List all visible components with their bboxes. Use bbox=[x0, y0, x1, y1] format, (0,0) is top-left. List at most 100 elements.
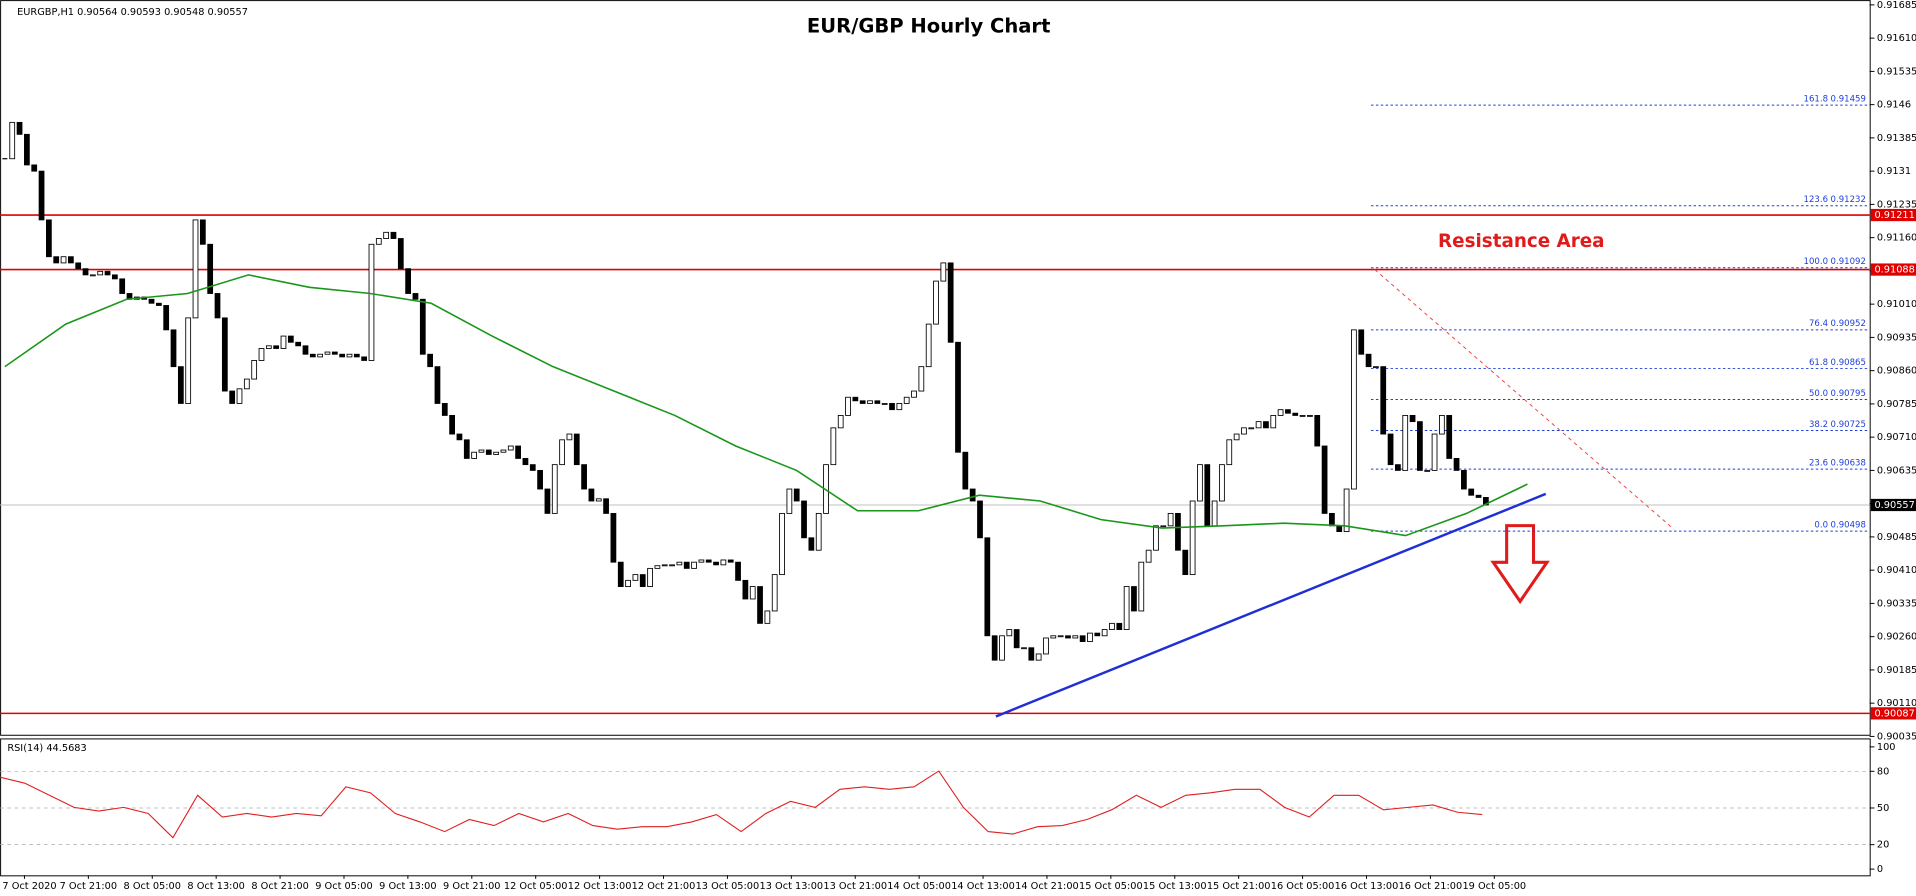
candle-body bbox=[441, 403, 448, 416]
candle-body bbox=[119, 278, 126, 294]
last-price-label: 0.90557 bbox=[1874, 500, 1914, 511]
x-tick-label: 15 Oct 05:00 bbox=[1079, 881, 1143, 892]
candle-body bbox=[456, 433, 463, 441]
candle-body bbox=[1409, 415, 1416, 423]
x-tick-label: 8 Oct 21:00 bbox=[251, 881, 308, 892]
x-tick-label: 12 Oct 21:00 bbox=[632, 881, 696, 892]
candle-body bbox=[111, 274, 118, 280]
candle-body bbox=[1050, 635, 1057, 639]
fib-price: 0.90638 bbox=[1831, 458, 1866, 468]
level-box bbox=[1870, 208, 1916, 222]
candle-body bbox=[852, 396, 859, 402]
candle-body bbox=[1167, 512, 1174, 527]
candle-body bbox=[1365, 353, 1372, 368]
candle-body bbox=[251, 360, 258, 380]
candle-body bbox=[1197, 464, 1203, 502]
candle-body bbox=[977, 500, 983, 539]
candle-body bbox=[786, 488, 793, 514]
candle-body bbox=[485, 449, 492, 455]
candle-body bbox=[1013, 629, 1020, 649]
y-tick-label: 0.91385 bbox=[1877, 133, 1916, 144]
candle-body bbox=[1021, 647, 1027, 650]
rsi-tick-label: 20 bbox=[1877, 840, 1889, 851]
candle-body bbox=[551, 464, 558, 514]
x-tick-label: 13 Oct 13:00 bbox=[759, 881, 823, 892]
candle-body bbox=[1028, 647, 1035, 661]
candle-body bbox=[691, 561, 697, 569]
candle-body bbox=[493, 451, 499, 455]
candle-body bbox=[881, 403, 888, 405]
x-tick-label: 13 Oct 05:00 bbox=[696, 881, 760, 892]
y-tick-label: 0.90335 bbox=[1877, 598, 1916, 609]
candle-body bbox=[89, 274, 96, 277]
annotation: Resistance Area bbox=[1438, 231, 1605, 252]
y-tick-label: 0.91235 bbox=[1877, 199, 1916, 210]
candle-body bbox=[1087, 632, 1093, 642]
candle-body bbox=[1101, 629, 1108, 637]
candle-body bbox=[859, 400, 866, 404]
candle-body bbox=[1417, 421, 1423, 471]
y-tick-label: 0.9146 bbox=[1877, 100, 1911, 111]
candle-body bbox=[1387, 433, 1394, 466]
candle-body bbox=[925, 323, 932, 368]
candle-body bbox=[793, 488, 800, 502]
fib-price: 0.90865 bbox=[1831, 358, 1866, 368]
fib-ratio: 161.8 bbox=[1804, 94, 1828, 104]
candle-body bbox=[1461, 469, 1467, 490]
candle-body bbox=[1358, 329, 1365, 355]
candle-body bbox=[537, 469, 543, 490]
candle-body bbox=[764, 610, 771, 624]
last-price-box bbox=[1870, 498, 1916, 512]
candle-body bbox=[405, 268, 411, 294]
fib-ratio: 38.2 bbox=[1809, 420, 1828, 430]
candle-body bbox=[1402, 415, 1409, 471]
candle-body bbox=[60, 256, 67, 264]
candle-body bbox=[1248, 427, 1255, 430]
candle-body bbox=[991, 635, 998, 661]
candle-body bbox=[1336, 525, 1343, 533]
candle-body bbox=[1219, 464, 1225, 502]
level-box bbox=[1870, 263, 1916, 276]
candle-body bbox=[515, 445, 521, 459]
candle-body bbox=[808, 537, 815, 551]
candle-body bbox=[757, 586, 763, 624]
x-tick-label: 19 Oct 05:00 bbox=[1462, 881, 1526, 892]
candle-body bbox=[1285, 409, 1291, 414]
x-tick-label: 7 Oct 21:00 bbox=[60, 881, 117, 892]
candle-body bbox=[661, 564, 668, 567]
y-tick-label: 0.90410 bbox=[1877, 565, 1916, 576]
y-tick-label: 0.91685 bbox=[1877, 0, 1916, 11]
candle-body bbox=[1270, 415, 1277, 429]
y-tick-label: 0.91610 bbox=[1877, 33, 1916, 44]
fib-price: 0.91092 bbox=[1831, 257, 1866, 267]
fib-price: 0.90952 bbox=[1831, 319, 1866, 329]
candle-body bbox=[309, 353, 316, 358]
candle-body bbox=[1182, 549, 1189, 576]
y-tick-label: 0.91160 bbox=[1877, 233, 1916, 244]
candle-body bbox=[317, 353, 324, 358]
candle-body bbox=[845, 396, 851, 416]
candle-body bbox=[573, 433, 580, 466]
candle-body bbox=[229, 390, 236, 404]
candle-body bbox=[867, 400, 873, 404]
y-tick-label: 0.90035 bbox=[1877, 731, 1916, 742]
candle-body bbox=[397, 238, 404, 270]
candle-body bbox=[1204, 464, 1211, 527]
candle-body bbox=[625, 579, 631, 587]
x-tick-label: 14 Oct 21:00 bbox=[1015, 881, 1079, 892]
x-tick-label: 16 Oct 21:00 bbox=[1399, 881, 1463, 892]
candle-body bbox=[1351, 329, 1357, 490]
candle-body bbox=[280, 335, 287, 349]
candle-body bbox=[1380, 366, 1387, 435]
moving-average bbox=[4, 274, 1528, 537]
candle-body bbox=[1299, 415, 1306, 417]
down-arrow bbox=[1490, 524, 1550, 605]
candle-body bbox=[427, 353, 433, 368]
candle-body bbox=[1395, 464, 1401, 471]
candle-body bbox=[177, 366, 184, 404]
candle-body bbox=[412, 293, 419, 300]
candle-body bbox=[1321, 445, 1328, 514]
candle-body bbox=[9, 121, 16, 160]
candle-body bbox=[1439, 415, 1445, 435]
